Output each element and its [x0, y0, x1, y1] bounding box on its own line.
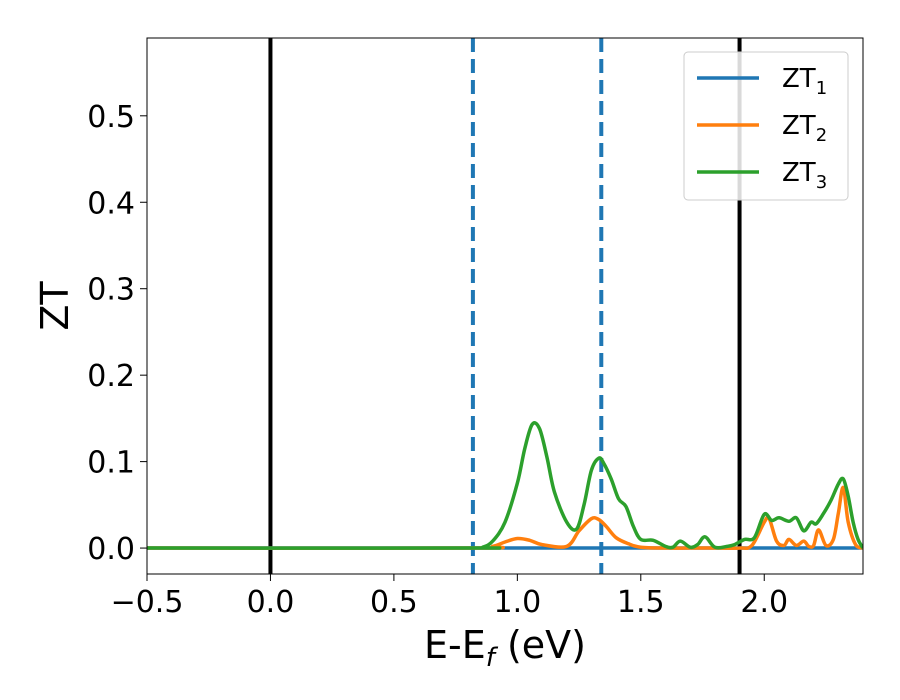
legend-label: ZT1 [782, 64, 827, 99]
y-axis-ticks: 0.0 0.1 0.2 0.3 0.4 0.5 [87, 100, 147, 567]
y-tick-label: 0.5 [87, 100, 135, 135]
y-axis-label: ZT [33, 281, 77, 331]
x-tick-label: 1.0 [493, 585, 541, 620]
x-tick-label: 2.0 [740, 585, 788, 620]
x-axis-label-main: E-E [424, 623, 486, 667]
x-axis-ticks: −0.5 0.0 0.5 1.0 1.5 2.0 [111, 574, 788, 620]
y-tick-label: 0.1 [87, 446, 135, 481]
legend: ZT1 ZT2 ZT3 [683, 51, 849, 201]
x-tick-label: −0.5 [111, 585, 184, 620]
series-line-zt3 [147, 421, 863, 550]
legend-label: ZT3 [782, 158, 827, 193]
plot-frame [146, 37, 864, 575]
x-tick-label: 0.0 [247, 585, 295, 620]
series-lines [147, 421, 863, 551]
vertical-reference-lines [268, 38, 742, 574]
legend-label: ZT2 [782, 111, 827, 146]
y-tick-label: 0.2 [87, 359, 135, 394]
x-axis-label-rest: (eV) [495, 623, 586, 667]
y-tick-label: 0.3 [87, 273, 135, 308]
y-tick-label: 0.0 [87, 532, 135, 567]
x-tick-label: 0.5 [370, 585, 418, 620]
x-tick-label: 1.5 [617, 585, 665, 620]
legend-box [683, 51, 849, 201]
x-axis-label: E-Ef (eV) [424, 623, 586, 673]
y-tick-label: 0.4 [87, 186, 135, 221]
